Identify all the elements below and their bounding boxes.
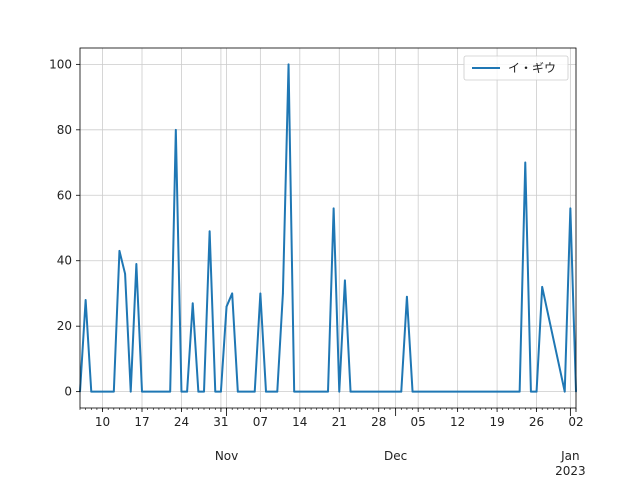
data-point [129, 390, 132, 393]
data-point [569, 207, 572, 210]
data-point [530, 390, 532, 393]
y-tick-label: 80 [57, 123, 72, 137]
data-point [124, 273, 126, 275]
x-tick-label: 02 [568, 415, 583, 429]
x-tick-label: 07 [253, 415, 268, 429]
data-point [524, 161, 527, 164]
data-point [90, 390, 93, 393]
x-tick-label: 17 [134, 415, 149, 429]
data-point [406, 295, 408, 298]
data-point [282, 292, 284, 295]
data-point [197, 390, 200, 393]
data-point [293, 390, 295, 393]
x-month-label: Jan [560, 449, 580, 463]
data-point [225, 305, 228, 308]
data-point [237, 390, 239, 393]
data-point [231, 292, 233, 295]
data-point [208, 230, 211, 233]
data-point [113, 390, 115, 393]
y-tick-label: 20 [57, 319, 72, 333]
data-point [135, 263, 138, 265]
data-point [169, 390, 171, 393]
data-point [518, 390, 521, 393]
data-point [180, 390, 183, 393]
data-point [118, 250, 121, 252]
legend: イ・ギウ [463, 55, 569, 81]
x-tick-label: 12 [450, 415, 465, 429]
legend-label: イ・ギウ [508, 61, 556, 75]
x-tick-label: 31 [213, 415, 228, 429]
data-point [327, 390, 329, 393]
data-point [259, 292, 262, 295]
x-tick-label: 10 [95, 415, 110, 429]
x-tick-label: 24 [174, 415, 189, 429]
data-point [84, 299, 87, 301]
data-point [253, 390, 256, 393]
data-point [287, 63, 290, 66]
y-tick-label: 100 [49, 57, 72, 71]
legend-box [463, 55, 569, 81]
x-month-label: Nov [215, 449, 238, 463]
data-point [338, 390, 341, 393]
x-tick-label: 21 [332, 415, 347, 429]
data-point [535, 390, 538, 393]
y-tick-label: 40 [57, 254, 72, 268]
data-point [214, 390, 217, 393]
x-month-label: Dec [384, 449, 407, 463]
x-tick-label: 19 [489, 415, 504, 429]
data-point [191, 302, 194, 305]
data-point [141, 390, 143, 393]
data-point [203, 390, 205, 393]
x-tick-label: 28 [371, 415, 386, 429]
axes: 0 20 40 60 80 100 10 17 24 31 07 14 21 28 05 12 19 26 02 No… [49, 57, 586, 478]
data-point [541, 286, 543, 288]
data-point [332, 207, 335, 210]
x-tick-label: 26 [529, 415, 544, 429]
data-point [349, 390, 352, 393]
x-tick-label: 05 [411, 415, 426, 429]
data-point [563, 390, 566, 393]
x-year-label: 2023 [555, 464, 586, 478]
y-tick-label: 60 [57, 188, 72, 202]
data-point [186, 390, 188, 393]
y-tick-label: 0 [64, 385, 72, 399]
data-point [175, 129, 177, 131]
x-tick-label: 14 [292, 415, 307, 429]
data-point [344, 279, 346, 282]
data-point [220, 390, 222, 393]
series-layer [79, 63, 577, 393]
data-point [276, 390, 279, 393]
data-point [265, 390, 267, 393]
data-point [411, 390, 414, 393]
data-point [400, 390, 403, 393]
